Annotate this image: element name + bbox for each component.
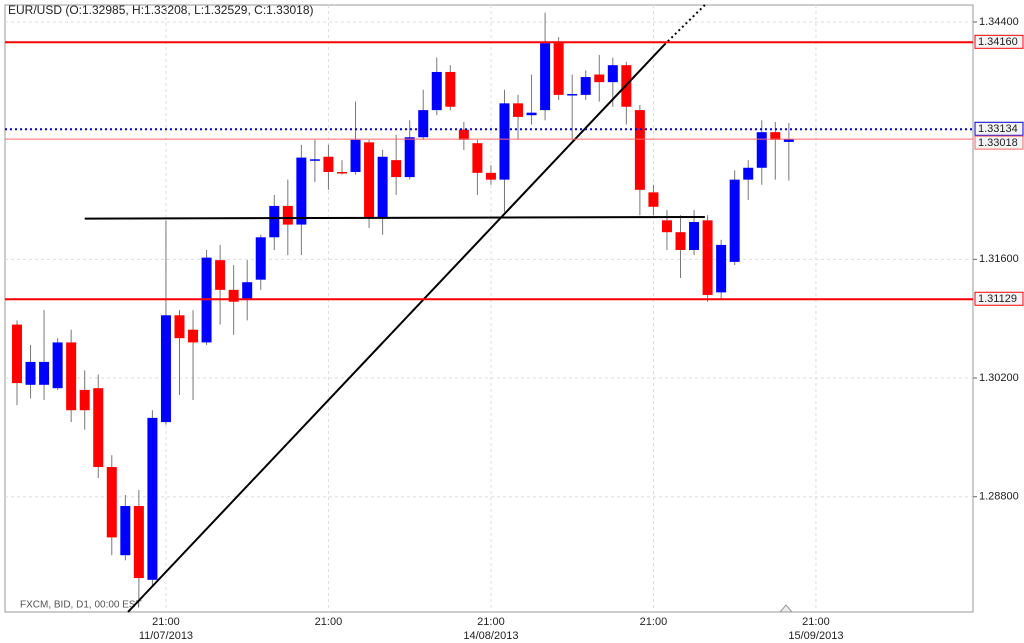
x-date-label: 11/07/2013 xyxy=(139,630,193,642)
candle-body xyxy=(391,160,402,178)
candle-body xyxy=(594,74,605,83)
candle-body xyxy=(472,143,483,173)
candle-body xyxy=(188,329,199,343)
candle-body xyxy=(120,506,131,556)
level-label: 1.31129 xyxy=(978,293,1017,305)
candle-body xyxy=(404,137,415,178)
candle-body xyxy=(783,139,794,142)
candle-body xyxy=(39,361,50,385)
y-tick-label: 1.34400 xyxy=(979,16,1019,28)
candle-body xyxy=(377,156,388,218)
candle-body xyxy=(661,220,672,233)
candle-body xyxy=(526,112,537,116)
candle-body xyxy=(228,289,239,302)
candle-body xyxy=(174,315,185,339)
candle-body xyxy=(66,342,77,411)
candle-body xyxy=(540,43,551,111)
marker xyxy=(778,604,794,613)
candle-body xyxy=(147,417,158,580)
x-tick-label: 21:00 xyxy=(640,616,668,628)
candle-body xyxy=(553,43,564,95)
candle-body xyxy=(418,110,429,138)
candle-body xyxy=(336,172,347,174)
candle-body xyxy=(52,342,63,389)
candle-body xyxy=(702,220,713,295)
candle-body xyxy=(567,94,578,96)
x-tick-label: 21:00 xyxy=(477,616,505,628)
candle-body xyxy=(485,172,496,180)
candle-body xyxy=(269,205,280,238)
level-label: 1.33134 xyxy=(978,123,1018,135)
candle-body xyxy=(25,361,36,385)
candle-body xyxy=(770,132,781,140)
candle-body xyxy=(79,389,90,411)
candle-body xyxy=(729,179,740,262)
y-tick-label: 1.28800 xyxy=(979,491,1019,503)
candle-body xyxy=(160,315,171,423)
candle-body xyxy=(445,71,456,107)
candle-body xyxy=(364,142,375,218)
candle-body xyxy=(689,222,700,251)
candle-body xyxy=(296,157,307,225)
candle-body xyxy=(716,244,727,293)
candle-body xyxy=(513,103,524,117)
x-tick-label: 21:00 xyxy=(152,616,180,628)
candle-body xyxy=(282,205,293,225)
candle-body xyxy=(350,139,361,173)
y-tick-label: 1.31600 xyxy=(979,253,1019,265)
level-label: 1.33018 xyxy=(978,137,1018,149)
candle-body xyxy=(11,324,22,384)
candle-body xyxy=(580,77,591,95)
candle-body xyxy=(648,192,659,207)
x-tick-label: 21:00 xyxy=(315,616,343,628)
x-date-label: 14/08/2013 xyxy=(463,630,518,642)
candle-body xyxy=(607,65,618,83)
candle-body xyxy=(133,506,144,579)
candle-body xyxy=(634,110,645,190)
candle-body xyxy=(756,132,767,168)
x-tick-label: 21:00 xyxy=(802,616,830,628)
level-label-box xyxy=(974,135,1024,150)
candle-body xyxy=(106,467,117,538)
candle-body xyxy=(255,237,266,280)
level-label-box xyxy=(974,121,1024,136)
level-label-box xyxy=(974,291,1024,306)
candle-body xyxy=(215,260,226,290)
y-tick-label: 1.30200 xyxy=(979,372,1019,384)
candle-body xyxy=(309,159,320,161)
candle-body xyxy=(675,232,686,251)
candle-body xyxy=(242,282,253,301)
candle-body xyxy=(93,388,104,468)
candle-body xyxy=(743,167,754,180)
trendline xyxy=(84,215,705,220)
footer: FXCM, BID, D1, 00:00 EST xyxy=(20,600,142,611)
candle-body xyxy=(431,71,442,111)
candle-body xyxy=(499,103,510,180)
candle-body xyxy=(458,129,469,140)
level-label: 1.34160 xyxy=(978,36,1018,48)
candle-body xyxy=(323,156,334,173)
level-label-box xyxy=(974,34,1024,49)
x-date-label: 15/09/2013 xyxy=(788,630,843,642)
chart-title: EUR/USD (O:1.32985, H:1.33208, L:1.32529… xyxy=(8,3,314,17)
